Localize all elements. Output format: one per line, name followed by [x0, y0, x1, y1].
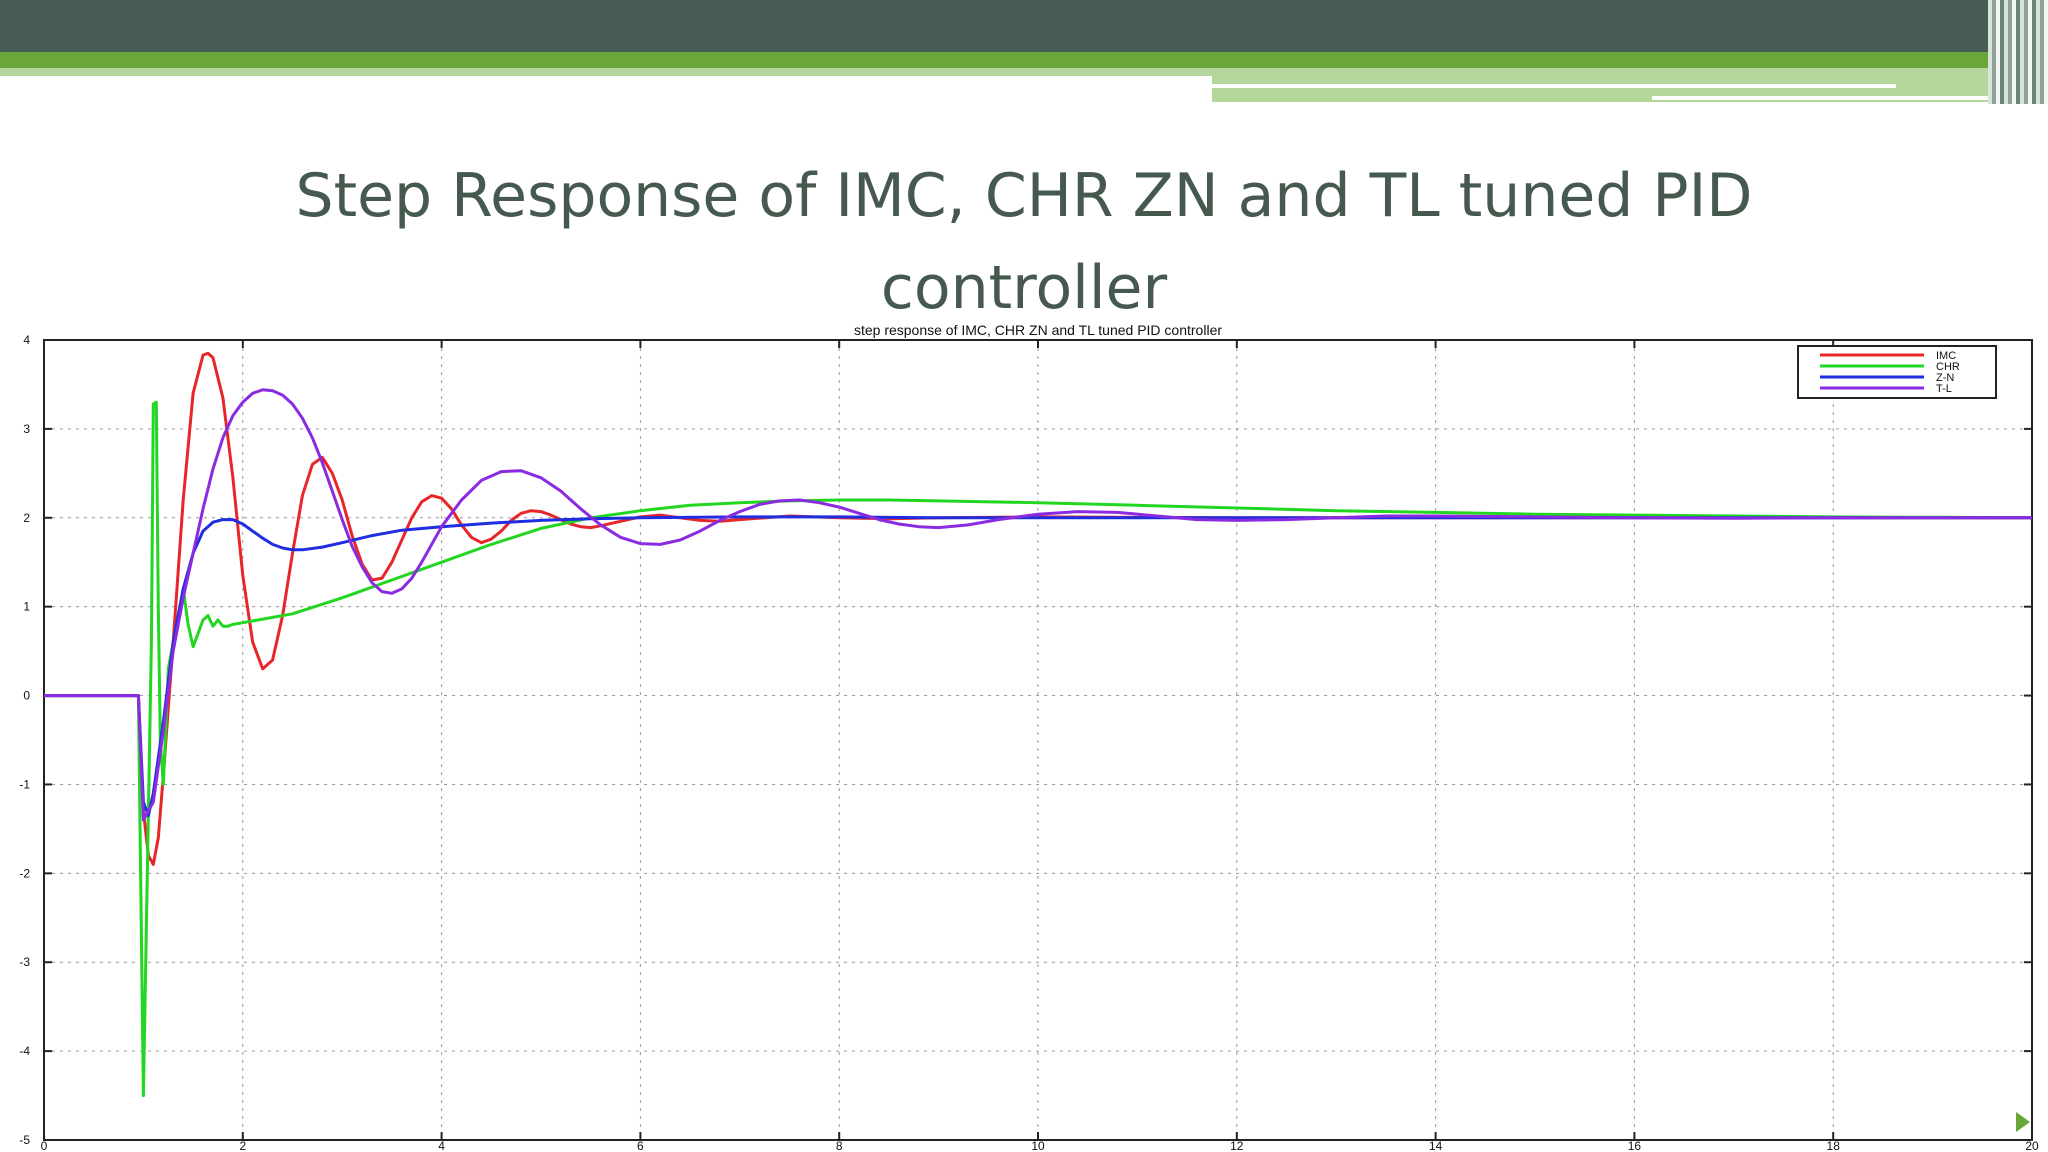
x-tick-label: 20	[2025, 1139, 2039, 1152]
header-stripes-decoration	[1988, 0, 2048, 104]
header-dark-band	[0, 0, 2048, 52]
y-tick-label: -3	[19, 955, 30, 969]
x-tick-label: 14	[1429, 1139, 1443, 1152]
series-line-chr	[44, 400, 2033, 1098]
legend-label-imc: IMC	[1936, 350, 1956, 362]
series-line-z-n	[44, 515, 2032, 818]
x-tick-label: 12	[1230, 1139, 1244, 1152]
step-response-chart: step response of IMC, CHR ZN and TL tune…	[19, 322, 2039, 1152]
series-line-t-l	[44, 388, 2032, 822]
y-tick-label: 4	[23, 333, 30, 347]
header-accent-line	[1212, 84, 1896, 88]
series-lines	[44, 351, 2033, 1098]
legend-label-chr: CHR	[1936, 361, 1960, 373]
slide-next-arrow-icon	[2016, 1112, 2030, 1132]
header-green-band	[0, 52, 2048, 68]
y-tick-label: -2	[19, 866, 30, 880]
series-line-imc	[44, 351, 2032, 866]
x-tick-label: 16	[1628, 1139, 1642, 1152]
y-tick-label: -4	[19, 1044, 30, 1058]
x-tick-label: 4	[438, 1139, 445, 1152]
x-tick-label: 10	[1031, 1139, 1045, 1152]
x-tick-label: 6	[637, 1139, 644, 1152]
legend-label-t-l: T-L	[1936, 383, 1952, 395]
y-tick-label: 2	[23, 511, 30, 525]
header-light-band-left	[0, 68, 1212, 76]
header-accent-line-short	[1652, 96, 1996, 100]
y-tick-label: 1	[23, 600, 30, 614]
x-tick-label: 0	[41, 1139, 48, 1152]
x-tick-label: 18	[1827, 1139, 1841, 1152]
slide-title: Step Response of IMC, CHR ZN and TL tune…	[295, 161, 1753, 323]
y-tick-label: 0	[23, 689, 30, 703]
y-tick-label: -5	[19, 1133, 30, 1147]
legend-label-z-n: Z-N	[1936, 372, 1954, 384]
y-tick-label: -1	[19, 777, 30, 791]
x-tick-label: 2	[239, 1139, 246, 1152]
chart-title: step response of IMC, CHR ZN and TL tune…	[854, 322, 1222, 338]
x-tick-label: 8	[836, 1139, 843, 1152]
y-tick-label: 3	[23, 422, 30, 436]
